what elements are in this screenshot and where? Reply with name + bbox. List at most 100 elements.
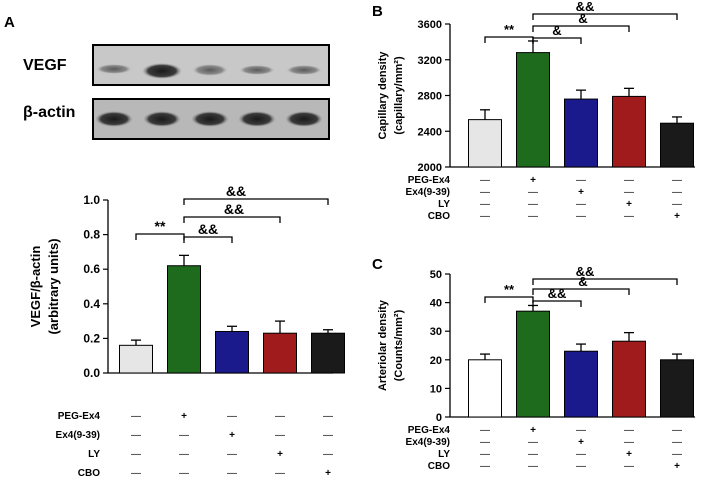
significance-label: && xyxy=(226,183,246,199)
blot-band-vegf-2 xyxy=(142,63,182,79)
blot-band-vegf-1 xyxy=(96,64,132,74)
blot-band-actin-2 xyxy=(143,111,181,127)
treatment-label: PEG-Ex4 xyxy=(408,175,451,186)
treatment-mark: + xyxy=(530,175,536,186)
significance-label: && xyxy=(576,0,595,14)
treatment-mark: — xyxy=(480,449,490,460)
treatment-mark: — xyxy=(576,175,586,186)
treatment-mark: — xyxy=(672,187,682,198)
blot-band-vegf-4 xyxy=(239,65,275,75)
y-tick-label: 50 xyxy=(430,269,442,281)
bar-4 xyxy=(612,95,646,168)
treatment-mark: — xyxy=(576,199,586,210)
treatment-label: PEG-Ex4 xyxy=(58,411,101,422)
treatment-mark: — xyxy=(179,430,189,441)
treatment-mark: — xyxy=(624,187,634,198)
treatment-mark: — xyxy=(480,461,490,472)
significance-bracket xyxy=(135,233,185,240)
bar-2 xyxy=(167,265,201,374)
bar-5 xyxy=(311,332,345,374)
significance-label: & xyxy=(552,23,561,38)
bar-1 xyxy=(119,344,153,374)
treatment-mark: — xyxy=(480,199,490,210)
treatment-mark: — xyxy=(672,199,682,210)
treatment-mark: — xyxy=(480,175,490,186)
bar-4 xyxy=(612,340,646,418)
significance-bracket xyxy=(484,36,534,43)
treatment-mark: — xyxy=(131,411,141,422)
treatment-mark: + xyxy=(626,449,632,460)
significance-label: ** xyxy=(504,22,515,37)
significance-label: & xyxy=(578,274,587,289)
chart-a-vegf: 0.0 0.2 0.4 0.6 0.8 1.0 VEGF/β-actin (arbitrary… xyxy=(28,183,345,479)
treatment-mark: — xyxy=(131,430,141,441)
treatment-label: CBO xyxy=(78,468,100,479)
treatment-mark: — xyxy=(672,449,682,460)
significance-bracket xyxy=(532,37,582,44)
panel-letter-a: A xyxy=(4,14,15,31)
treatment-mark: + xyxy=(674,461,680,472)
y-axis-label: VEGF/β-actin xyxy=(28,246,43,328)
treatment-mark: — xyxy=(323,430,333,441)
bar-5 xyxy=(660,122,694,168)
significance-bracket xyxy=(183,236,233,243)
treatment-mark: + xyxy=(578,437,584,448)
treatment-mark: + xyxy=(626,199,632,210)
chart-b-capillary-density: 2000 2400 2800 3200 3600 Capillary density (ca… xyxy=(377,0,695,222)
treatment-mark: — xyxy=(323,411,333,422)
treatment-label: Ex4(9-39) xyxy=(406,437,450,448)
treatment-mark: — xyxy=(480,437,490,448)
significance-label: && xyxy=(576,264,595,279)
treatment-mark: — xyxy=(131,449,141,460)
y-tick-label: 10 xyxy=(430,383,442,395)
treatment-mark: — xyxy=(528,211,538,222)
treatment-label: LY xyxy=(438,449,450,460)
chart-c-arteriolar-density: 0 10 20 30 40 50 Arteriolar density (Counts/mm²… xyxy=(377,264,695,472)
treatment-mark: + xyxy=(229,430,235,441)
treatment-mark: — xyxy=(275,468,285,479)
treatment-mark: — xyxy=(624,461,634,472)
treatment-mark: — xyxy=(323,449,333,460)
y-tick-label: 0.8 xyxy=(83,228,100,242)
bar-1 xyxy=(468,359,502,418)
treatment-mark: — xyxy=(275,430,285,441)
y-tick-label: 40 xyxy=(430,298,442,310)
treatment-mark: — xyxy=(672,437,682,448)
treatment-mark: — xyxy=(179,449,189,460)
y-tick-label: 0.0 xyxy=(83,366,100,380)
blot-band-actin-5 xyxy=(285,111,323,127)
y-tick-label: 2000 xyxy=(418,162,442,174)
treatment-mark: — xyxy=(528,461,538,472)
significance-label: & xyxy=(578,11,587,26)
significance-bracket xyxy=(183,216,281,223)
treatment-label: LY xyxy=(438,199,450,210)
y-tick-label: 1.0 xyxy=(83,193,100,207)
treatment-mark: — xyxy=(576,461,586,472)
bar-5 xyxy=(660,359,694,418)
treatment-mark: — xyxy=(179,468,189,479)
treatment-label: Ex4(9-39) xyxy=(406,187,450,198)
blot-label-vegf: VEGF xyxy=(23,57,67,74)
treatment-mark: — xyxy=(528,437,538,448)
bar-2 xyxy=(516,52,550,168)
y-tick-label: 30 xyxy=(430,326,442,338)
significance-bracket xyxy=(183,198,329,205)
blot-band-vegf-5 xyxy=(286,65,322,75)
treatment-mark: — xyxy=(624,425,634,436)
y-tick-label: 20 xyxy=(430,355,442,367)
bar-3 xyxy=(564,98,598,168)
treatment-mark: — xyxy=(480,211,490,222)
significance-label: && xyxy=(198,221,218,237)
y-tick-label: 0.2 xyxy=(83,331,100,345)
panel-letter-b: B xyxy=(372,3,383,20)
y-tick-label: 0.6 xyxy=(83,262,100,276)
blot-band-actin-4 xyxy=(238,111,276,127)
y-axis-label: (capillary/mm²) xyxy=(393,56,405,135)
significance-label: ** xyxy=(155,218,166,234)
treatment-mark: — xyxy=(480,425,490,436)
western-blot-image xyxy=(92,44,330,140)
bar-3 xyxy=(564,350,598,418)
treatment-mark: — xyxy=(576,449,586,460)
significance-bracket xyxy=(532,288,630,295)
treatment-mark: — xyxy=(227,411,237,422)
